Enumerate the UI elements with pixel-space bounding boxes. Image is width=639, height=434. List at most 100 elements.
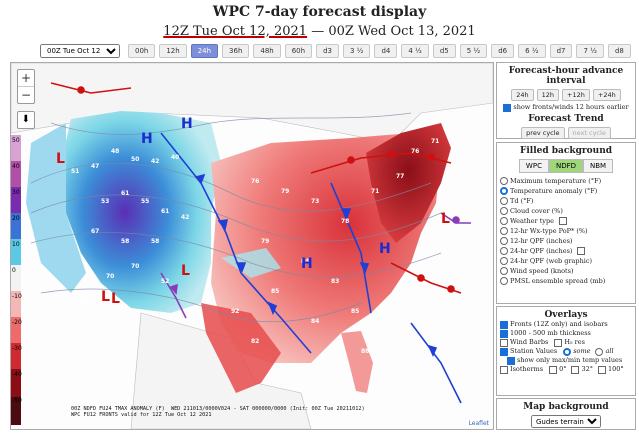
radio-icon[interactable] (500, 187, 508, 195)
forecast-hour-button[interactable]: d4 (374, 44, 398, 58)
forecast-hour-button[interactable]: 36h (222, 44, 250, 58)
download-icon[interactable]: ⬇ (17, 111, 35, 129)
checkbox-icon[interactable] (500, 338, 508, 347)
field-option[interactable]: 12-hr QPF (inches) (497, 236, 635, 246)
radio-icon[interactable] (500, 227, 508, 235)
thickness-checkbox[interactable]: 1000 - 500 mb thickness (497, 329, 635, 338)
forecast-hour-button[interactable]: 3 ½ (342, 44, 371, 58)
station-value: 61 (161, 208, 169, 215)
field-option[interactable]: 24-hr QPF (inches) (497, 246, 635, 256)
forecast-hour-button[interactable]: d3 (316, 44, 339, 58)
option-checkbox-icon[interactable] (577, 247, 586, 255)
radio-icon[interactable] (500, 257, 508, 265)
cold-front-barb (217, 219, 229, 231)
forecast-hour-button[interactable]: 24h (190, 44, 219, 58)
radio-icon[interactable] (500, 177, 508, 185)
checkbox-icon[interactable] (500, 329, 508, 338)
field-option[interactable]: Weather type (497, 216, 635, 226)
forecast-hour-button[interactable]: d5 (432, 44, 456, 58)
iso0-checkbox-icon[interactable] (549, 365, 558, 374)
forecast-hour-button[interactable]: d6 (491, 44, 515, 58)
radio-icon[interactable] (500, 237, 508, 245)
station-value: 73 (311, 198, 319, 205)
field-option[interactable]: 12-hr Wx-type PoP* (%) (497, 226, 635, 236)
checkbox-icon[interactable] (500, 365, 508, 374)
cycle-select[interactable]: 00Z Tue Oct 12 (40, 44, 120, 58)
field-option[interactable]: Cloud cover (%) (497, 206, 635, 216)
time-separator: — (311, 24, 325, 39)
station-value: 61 (121, 190, 129, 197)
isobar (50, 112, 412, 135)
forecast-hour-button[interactable]: 60h (284, 44, 313, 58)
field-option[interactable]: 24-hr QPF (web graphic) (497, 256, 635, 266)
radio-icon[interactable] (500, 207, 508, 215)
station-value: 84 (311, 318, 319, 325)
map-background-select[interactable]: Gudes terrain (531, 415, 601, 428)
source-nbm-button[interactable]: NBM (583, 159, 614, 173)
forecast-hour-button[interactable]: 4 ½ (401, 44, 429, 58)
station-value: 79 (281, 188, 289, 195)
isobar (30, 232, 442, 278)
checkbox-icon[interactable] (503, 103, 512, 112)
forecast-hour-button[interactable]: 6 ½ (518, 44, 546, 58)
leaflet-attribution[interactable]: Leaflet (466, 420, 491, 427)
iso100-checkbox-icon[interactable] (598, 365, 606, 374)
radio-icon[interactable] (500, 247, 508, 255)
only-maxmin-checkbox[interactable]: show only max/min temp values (497, 356, 635, 365)
forecast-hour-button[interactable]: 12h (159, 44, 187, 58)
field-option[interactable]: Td (°F) (497, 196, 635, 206)
high-pressure-label: H (301, 256, 313, 272)
station-value: 42 (181, 214, 189, 221)
field-option[interactable]: Wind speed (knots) (497, 266, 635, 276)
zoom-in-button[interactable]: + (18, 70, 34, 87)
forecast-hour-button[interactable]: 5 ½ (459, 44, 488, 58)
station-values-checkbox[interactable]: Station Values some all (497, 347, 635, 356)
isotherms-checkbox[interactable]: Isotherms 0° 32° 100° (497, 365, 635, 374)
field-option[interactable]: Temperature anomaly (°F) (497, 186, 635, 196)
zoom-out-button[interactable]: − (20, 88, 32, 102)
radio-icon[interactable] (500, 217, 508, 225)
florida-area (341, 331, 373, 393)
some-radio[interactable] (563, 347, 572, 356)
source-ndfd-button[interactable]: NDFD (548, 159, 583, 173)
checkbox-icon[interactable] (500, 320, 508, 329)
radio-icon[interactable] (500, 267, 508, 275)
low-pressure-label: L (56, 151, 65, 167)
radio-icon[interactable] (500, 277, 508, 285)
back-12h-button[interactable]: 12h (536, 89, 560, 101)
source-wpc-button[interactable]: WPC (518, 159, 549, 173)
radio-icon[interactable] (500, 197, 508, 205)
colorbar-label: 20 (12, 215, 20, 222)
field-option[interactable]: Maximum temperature (°F) (497, 176, 635, 186)
option-checkbox-icon[interactable] (558, 217, 567, 225)
field-option-label: Weather type (510, 217, 554, 225)
h5-checkbox-icon[interactable] (554, 338, 563, 347)
forecast-hour-button[interactable]: 48h (253, 44, 281, 58)
forecast-map[interactable]: 51 47 48 50 42 40 53 61 55 61 42 67 58 58 70 52 70 8… (10, 62, 494, 430)
cold-front-barb (194, 173, 206, 185)
forward-24h-button[interactable]: +24h (592, 89, 621, 101)
low-pressure-label: L (111, 291, 120, 307)
station-value: 42 (151, 158, 159, 165)
fronts-checkbox[interactable]: Fronts (12Z only) and isobars (497, 320, 635, 329)
forecast-hour-button[interactable]: d7 (549, 44, 573, 58)
prev-cycle-button[interactable]: prev cycle (521, 127, 565, 139)
field-option-label: 12-hr Wx-type PoP* (%) (510, 227, 588, 235)
forecast-hour-button[interactable]: 00h (128, 44, 156, 58)
all-radio[interactable] (595, 347, 604, 356)
next-cycle-button[interactable]: next cycle (567, 127, 611, 139)
forecast-hour-button[interactable]: 7 ½ (576, 44, 604, 58)
checkbox-icon[interactable] (507, 356, 515, 365)
field-option-label: Td (°F) (510, 197, 534, 205)
checkbox-icon[interactable] (500, 347, 508, 356)
iso32-checkbox-icon[interactable] (571, 365, 580, 374)
wind-barbs-checkbox[interactable]: Wind Barbs H₅ res (497, 338, 635, 347)
forecast-hour-button[interactable]: d8 (607, 44, 631, 58)
map-canvas[interactable]: 51 47 48 50 42 40 53 61 55 61 42 67 58 58 70 52 70 8… (11, 63, 493, 429)
show-fronts-earlier-checkbox[interactable]: show fronts/winds 12 hours earlier (497, 103, 635, 112)
back-24h-button[interactable]: 24h (511, 89, 534, 101)
low-pressure-label: L (181, 263, 190, 279)
isotherms-label: Isotherms (510, 365, 544, 373)
field-option[interactable]: PMSL ensemble spread (mb) (497, 276, 635, 286)
forward-12h-button[interactable]: +12h (562, 89, 590, 101)
